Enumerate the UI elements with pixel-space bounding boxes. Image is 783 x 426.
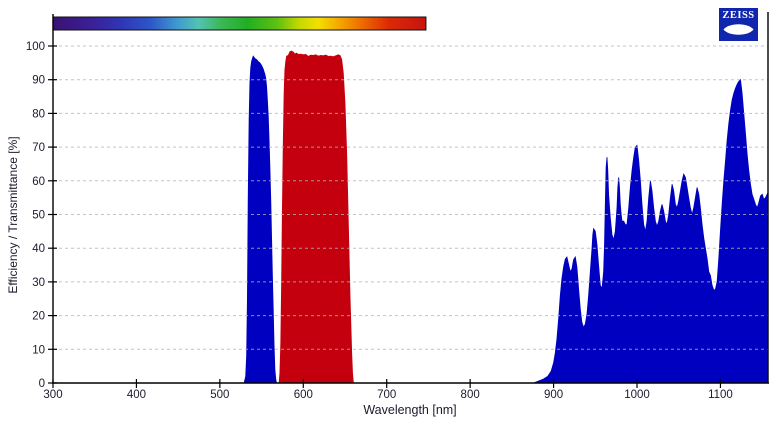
x-tick-label-300: 300 (43, 389, 62, 401)
y-axis-title: Efficiency / Transmittance [%] (6, 136, 20, 294)
y-tick-label-10: 10 (32, 344, 45, 356)
y-tick-label-80: 80 (32, 108, 45, 120)
y-tick-label-90: 90 (32, 75, 45, 87)
wavelength-spectrum-bar (52, 16, 427, 31)
zeiss-lens-icon (723, 24, 754, 35)
x-tick-label-500: 500 (210, 389, 229, 401)
y-tick-label-70: 70 (32, 142, 45, 154)
area-excitation-band-green (243, 55, 278, 384)
x-tick-label-400: 400 (127, 389, 146, 401)
x-tick-label-1000: 1000 (624, 389, 650, 401)
x-tick-label-800: 800 (461, 389, 480, 401)
y-tick-label-40: 40 (32, 243, 45, 255)
zeiss-logo-text: ZEISS (722, 10, 755, 21)
y-tick-label-50: 50 (32, 210, 45, 222)
x-tick-label-900: 900 (544, 389, 563, 401)
x-axis-title: Wavelength [nm] (363, 403, 457, 417)
y-tick-label-100: 100 (26, 41, 45, 53)
y-tick-label-60: 60 (32, 176, 45, 188)
x-tick-label-700: 700 (377, 389, 396, 401)
x-tick-label-1100: 1100 (708, 389, 733, 401)
y-tick-label-0: 0 (39, 378, 45, 390)
area-emission-band-red (278, 50, 354, 384)
area-nir-transmittance-blue (533, 78, 769, 384)
zeiss-logo: ZEISS (719, 8, 758, 41)
y-tick-label-30: 30 (32, 277, 45, 289)
x-tick-label-600: 600 (294, 389, 313, 401)
y-tick-label-20: 20 (32, 311, 45, 323)
